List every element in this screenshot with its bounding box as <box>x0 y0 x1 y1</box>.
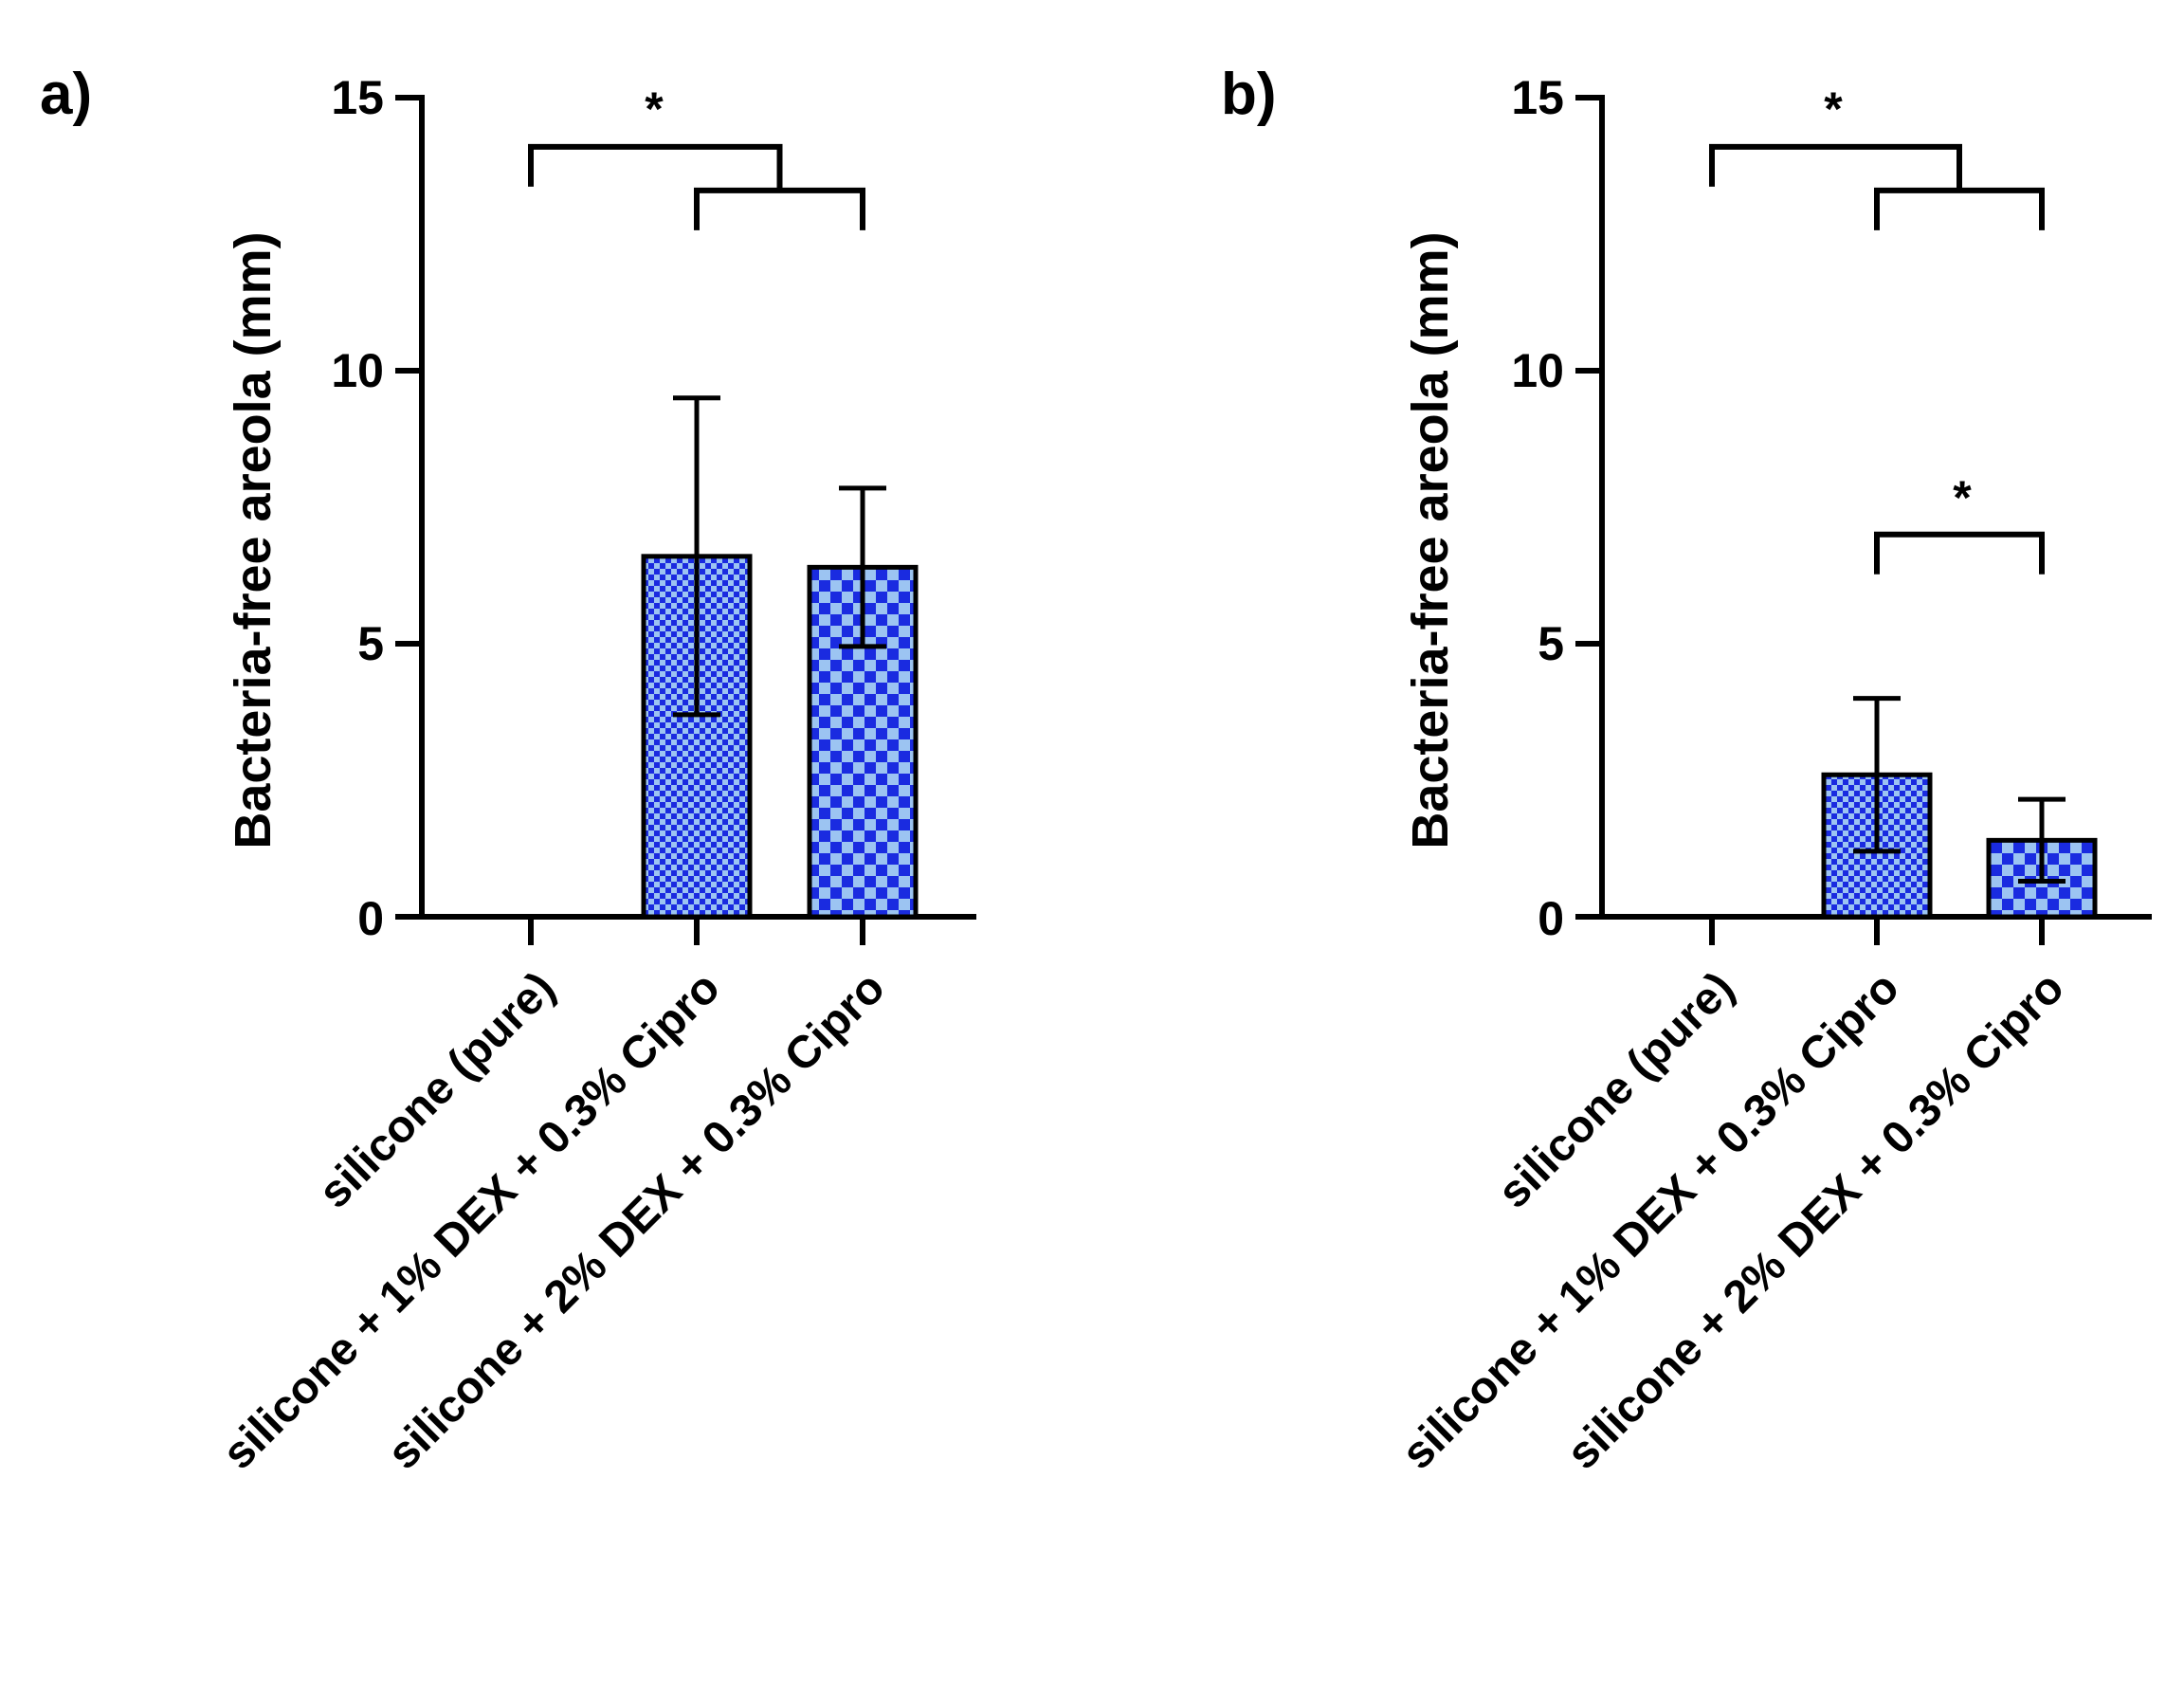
panel-b-x-tick-labels: silicone (pure) silicone + 1% DEX + 0.3%… <box>1392 962 2074 1479</box>
panel-b-y-tick-0: 0 <box>1538 892 1564 945</box>
panel-b-y-axis-label: Bacteria-free areola (mm) <box>1402 231 1459 848</box>
panel-a-error-bar-2 <box>839 485 886 649</box>
panel-b-marks <box>1575 95 2152 945</box>
panel-b-y-tick-5: 5 <box>1538 617 1564 670</box>
panel-a-x-tick-labels: silicone (pure) silicone + 1% DEX + 0.3%… <box>213 962 895 1479</box>
panel-a-significance-bracket-0 <box>528 143 865 230</box>
panel-b-sig-label-1: * <box>1824 82 1843 136</box>
panel-b-bracket-outer-0 <box>1709 143 1962 191</box>
panel-b-bracket-pair-1 <box>1874 531 2045 575</box>
panel-b-y-tick-10: 10 <box>1511 344 1564 397</box>
panel-a-y-axis-label: Bacteria-free areola (mm) <box>225 231 282 848</box>
panel-b-bracket-inner-0 <box>1874 187 2045 230</box>
panel-a-sig-label-1: * <box>645 82 664 136</box>
panel-b-significance-bracket-0 <box>1709 143 2045 230</box>
panel-a-y-tick-5: 5 <box>357 617 384 670</box>
panel-a-marks <box>395 95 976 945</box>
panel-a-y-tick-15: 15 <box>331 71 384 124</box>
panel-b-significance-bracket-1 <box>1874 531 2045 575</box>
panel-b-sig-label-2: * <box>1953 471 1972 524</box>
panel-a-y-tick-labels: 15 10 5 0 <box>331 71 384 945</box>
panel-b-error-bar-1 <box>1853 696 1901 854</box>
panel-b-significance-labels: * * <box>1824 82 1972 524</box>
panel-a-bracket-outer-0 <box>528 143 783 191</box>
panel-b-label: b) <box>1221 62 1277 127</box>
panel-a-label: a) <box>40 62 92 127</box>
panel-a-significance-labels: * <box>645 82 664 136</box>
panel-b-y-tick-15: 15 <box>1511 71 1564 124</box>
panel-a-y-tick-0: 0 <box>357 892 384 945</box>
panel-b-error-bar-2 <box>2018 796 2066 885</box>
panel-b-y-tick-labels: 15 10 5 0 <box>1511 71 1564 945</box>
panel-a: a) Bacteria-free areola (mm) 15 10 5 0 s… <box>40 62 976 1479</box>
panel-a-error-bar-1 <box>673 395 720 718</box>
panel-a-bracket-inner-0 <box>694 187 865 230</box>
panel-b: b) Bacteria-free areola (mm) 15 10 5 0 s… <box>1221 62 2152 1479</box>
panel-a-y-tick-10: 10 <box>331 344 384 397</box>
